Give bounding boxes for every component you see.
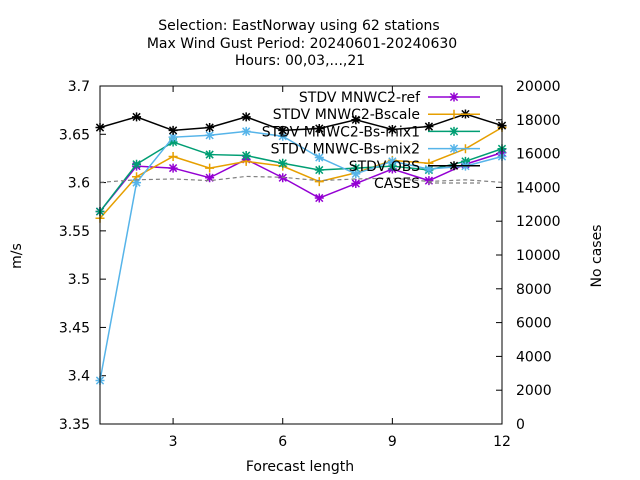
y-tick-label: 3.5 [68,272,90,288]
data-point [278,158,288,168]
y2-axis-label: No cases [589,225,605,288]
legend-label: STDV MNWC-Bs-mix2 [271,142,420,158]
data-point [424,122,434,132]
data-point [314,152,324,162]
data-point [132,178,142,188]
data-point [132,159,142,169]
x-tick-label: 3 [169,434,178,450]
data-point [278,131,288,141]
series-line [99,130,503,381]
legend-marker [449,92,459,102]
legend-label: STDV OBS [349,159,420,175]
data-point [168,132,178,142]
x-tick-label: 9 [388,434,397,450]
data-point [205,163,215,173]
series-line [99,175,503,183]
series-5 [99,175,503,183]
series-0 [95,148,507,217]
y2-tick-label: 0 [516,417,525,433]
chart-title-line-3: Hours: 00,03,...,21 [235,53,365,69]
series-layer [95,109,507,386]
legend-label: CASES [374,176,420,192]
data-point [387,161,397,171]
data-point [278,125,288,135]
legend-marker [449,109,459,119]
data-point [424,176,434,186]
data-point [241,151,251,161]
data-point [351,163,361,173]
data-point [168,151,178,161]
y2-tick-label: 4000 [516,349,552,365]
chart-title-line-2: Max Wind Gust Period: 20240601-20240630 [147,36,457,52]
data-point [387,156,397,166]
data-point [314,193,324,203]
data-point [168,137,178,147]
legend-marker [449,126,459,136]
y2-tick-label: 16000 [516,147,561,163]
legend-label: STDV MNWC2-ref [299,90,421,106]
y-tick-label: 3.7 [68,79,90,95]
data-point [241,126,251,136]
data-point [351,115,361,125]
y-tick-label: 3.4 [68,369,90,385]
y2-axis-ticks: 0 2000 4000 6000 8000 10000 12000 14000 16000 180… [496,79,561,433]
y-tick-label: 3.55 [59,224,90,240]
chart-title-line-1: Selection: EastNorway using 62 stations [158,18,439,34]
x-axis-ticks: 3 6 9 12 [169,86,511,450]
data-point [314,123,324,133]
y2-tick-label: 20000 [516,79,561,95]
series-line [99,151,503,213]
data-point [314,177,324,187]
legend-marker [449,161,459,171]
y-tick-label: 3.6 [68,176,90,192]
y2-tick-label: 14000 [516,180,561,196]
data-point [351,179,361,189]
data-point [351,169,361,179]
x-axis-label: Forecast length [246,459,354,475]
y2-tick-label: 2000 [516,383,552,399]
data-point [205,123,215,133]
data-point [460,156,470,166]
series-line [99,113,503,132]
x-tick-label: 6 [278,434,287,450]
data-point [205,173,215,183]
data-point [387,124,397,134]
y-axis-label: m/s [9,243,25,269]
y2-tick-label: 18000 [516,113,561,129]
y-tick-label: 3.35 [59,417,90,433]
y2-tick-label: 8000 [516,282,552,298]
plot-frame [99,85,503,425]
data-point [168,125,178,135]
data-point [424,164,434,174]
y-tick-label: 3.65 [59,127,90,143]
y2-tick-label: 12000 [516,214,561,230]
y2-tick-label: 6000 [516,316,552,332]
data-point [205,150,215,160]
legend-label: STDV MNWC2-Bscale [273,107,420,123]
data-point [314,165,324,175]
y-tick-label: 3.45 [59,320,90,336]
y2-tick-label: 10000 [516,248,561,264]
data-point [241,112,251,122]
data-point [168,163,178,173]
data-point [132,112,142,122]
legend-marker [449,144,459,154]
legend-label: STDV MNWC2-Bs-mix1 [262,124,420,140]
x-tick-label: 12 [493,434,511,450]
y-axis-ticks: 3.35 3.4 3.45 3.5 3.55 3.6 3.65 3.7 [59,79,106,433]
series-line [99,126,503,219]
data-point [205,130,215,140]
